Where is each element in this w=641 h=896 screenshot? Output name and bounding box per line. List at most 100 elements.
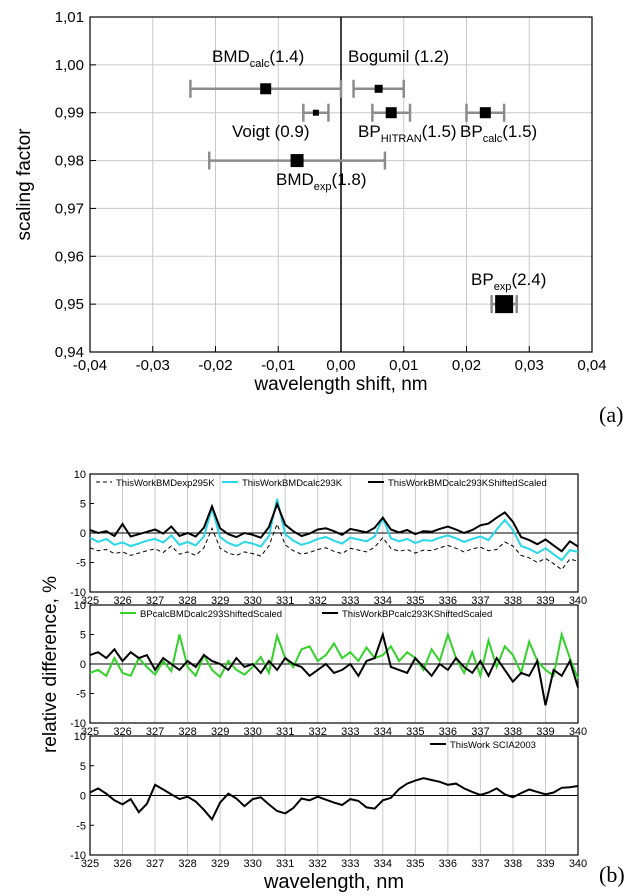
panel-b-tick-label-x: 340 — [569, 595, 587, 607]
data-point-marker — [495, 295, 514, 314]
panel-b-tick-label-x: 327 — [146, 858, 164, 870]
legend-label: ThisWorkBMDexp295K — [116, 478, 215, 489]
panel-a-tick-label-y: 1,00 — [55, 57, 84, 74]
data-point-label: Bogumil (1.2) — [348, 47, 449, 66]
panel-b-tick-label-x: 337 — [471, 726, 489, 738]
panel-b-tick-label-x: 335 — [406, 726, 424, 738]
panel-b-tick-label-x: 325 — [81, 858, 99, 870]
data-point-label: BMDcalc(1.4) — [212, 47, 304, 70]
legend-label: BPcalcBMDcalc293ShiftedScaled — [140, 609, 282, 620]
panel-b-tick-label-y: 10 — [74, 469, 86, 481]
series-line — [89, 630, 579, 706]
panel-b-tick-label-y: -5 — [76, 689, 86, 701]
panel-b-tick-label-x: 325 — [81, 595, 99, 607]
panel-b-tick-label-y: -5 — [76, 558, 86, 570]
panel-b-x-axis-title: wavelength, nm — [263, 871, 404, 893]
series-line — [89, 522, 579, 571]
panel-b-tick-label-y: -10 — [70, 587, 86, 599]
panel-b-tick-label-x: 332 — [309, 858, 327, 870]
panel-a-tick-label-x: -0,01 — [261, 357, 295, 374]
panel-b-tick-label-y: -5 — [76, 820, 86, 832]
panel-a-tick-label-x: 0,00 — [326, 357, 355, 374]
panel-b-tick-label-x: 331 — [276, 595, 294, 607]
panel-b-tick-label-x: 329 — [211, 726, 229, 738]
legend-label: ThisWork SCIA2003 — [450, 740, 536, 751]
panel-a-tick-label-y: 0,95 — [55, 296, 84, 313]
panel-b-tick-label-x: 340 — [569, 858, 587, 870]
data-point-label: BPHITRAN(1.5) — [358, 122, 457, 145]
panel-b-tick-label-y: 0 — [80, 659, 86, 671]
panel-b-tick-label-x: 332 — [309, 595, 327, 607]
panel-a-tick-label-x: 0,04 — [577, 357, 606, 374]
panel-b-tick-label-x: 336 — [439, 858, 457, 870]
panel-b-tick-label-y: 0 — [80, 528, 86, 540]
panel-b-tick-label-y: 0 — [80, 791, 86, 803]
data-point-marker — [260, 83, 272, 95]
legend-label: ThisWorkBMDcalc293K — [242, 478, 343, 489]
panel-b-tick-label-x: 336 — [439, 595, 457, 607]
panel-a-tick-label-x: -0,03 — [136, 357, 170, 374]
panel-b-tick-label-y: 5 — [80, 630, 86, 642]
panel-b-tick-label-y: 10 — [74, 600, 86, 612]
panel-b-tick-label-x: 335 — [406, 858, 424, 870]
series-line — [89, 498, 579, 562]
data-point-marker — [479, 107, 491, 119]
panel-b-tick-label-x: 338 — [504, 858, 522, 870]
panel-b-tick-label-x: 331 — [276, 726, 294, 738]
panel-a-tick-label-x: 0,02 — [452, 357, 481, 374]
panel-b-tick-label-x: 339 — [536, 595, 554, 607]
panel-b-tick-label-x: 330 — [243, 858, 261, 870]
panel-b-tick-label-x: 325 — [81, 726, 99, 738]
panel-b-tick-label-x: 336 — [439, 726, 457, 738]
panel-b-tick-label-x: 335 — [406, 595, 424, 607]
panel-b-tick-label-x: 339 — [536, 858, 554, 870]
panel-b-tick-label-x: 337 — [471, 595, 489, 607]
panel-b-sub-frame — [89, 735, 579, 856]
panel-b-tick-label-x: 330 — [243, 726, 261, 738]
panel-b-tick-label-x: 334 — [374, 595, 392, 607]
panel-a-tick-label-y: 0,99 — [55, 105, 84, 122]
panel-b-tick-label-x: 337 — [471, 858, 489, 870]
data-point-marker — [385, 107, 397, 119]
panel-label-a: (a) — [599, 402, 624, 427]
panel-a-tick-label-y: 0,94 — [55, 344, 84, 361]
panel-a-tick-label-x: 0,03 — [515, 357, 544, 374]
data-point-marker — [290, 154, 304, 168]
panel-b-y-axis-title: relative difference, % — [40, 576, 61, 753]
panel-b-tick-label-y: -10 — [70, 718, 86, 730]
data-point-label: BPcalc(1.5) — [460, 122, 537, 145]
series-line — [89, 501, 579, 553]
panel-b-tick-label-x: 333 — [341, 858, 359, 870]
panel-b-tick-label-x: 334 — [374, 726, 392, 738]
panel-b-sub-frame — [89, 473, 579, 593]
panel-b-tick-label-x: 326 — [113, 726, 131, 738]
panel-b-tick-label-x: 327 — [146, 595, 164, 607]
panel-b-tick-label-x: 327 — [146, 726, 164, 738]
panel-a-tick-label-y: 1,01 — [55, 9, 84, 26]
data-point-marker — [374, 84, 383, 93]
panel-b-tick-label-y: 5 — [80, 499, 86, 511]
panel-b-tick-label-x: 329 — [211, 595, 229, 607]
panel-b-tick-label-x: 333 — [341, 595, 359, 607]
panel-a-tick-label-y: 0,97 — [55, 200, 84, 217]
panel-b-tick-label-x: 326 — [113, 858, 131, 870]
panel-b-tick-label-x: 338 — [504, 595, 522, 607]
panel-b-tick-label-x: 328 — [178, 726, 196, 738]
panel-b-sub-frame — [89, 604, 579, 724]
panel-b-tick-label-x: 329 — [211, 858, 229, 870]
panel-b-tick-label-x: 326 — [113, 595, 131, 607]
panel-b-tick-label-x: 330 — [243, 595, 261, 607]
data-point-label: BMDexp(1.8) — [276, 170, 367, 193]
panel-a-y-axis-title: scaling factor — [14, 128, 35, 241]
panel-b-tick-label-x: 328 — [178, 595, 196, 607]
panel-b-tick-label-x: 334 — [374, 858, 392, 870]
legend-label: ThisWorkBMDcalc293KShiftedScaled — [388, 478, 547, 489]
panel-a-tick-label-y: 0,96 — [55, 248, 84, 265]
panel-b-tick-label-x: 340 — [569, 726, 587, 738]
legend-label: ThisWorkBPcalc293KShiftedScaled — [342, 609, 492, 620]
panel-b-tick-label-x: 338 — [504, 726, 522, 738]
series-line — [89, 630, 579, 680]
panel-b-tick-label-x: 332 — [309, 726, 327, 738]
panel-a-tick-label-y: 0,98 — [55, 153, 84, 170]
